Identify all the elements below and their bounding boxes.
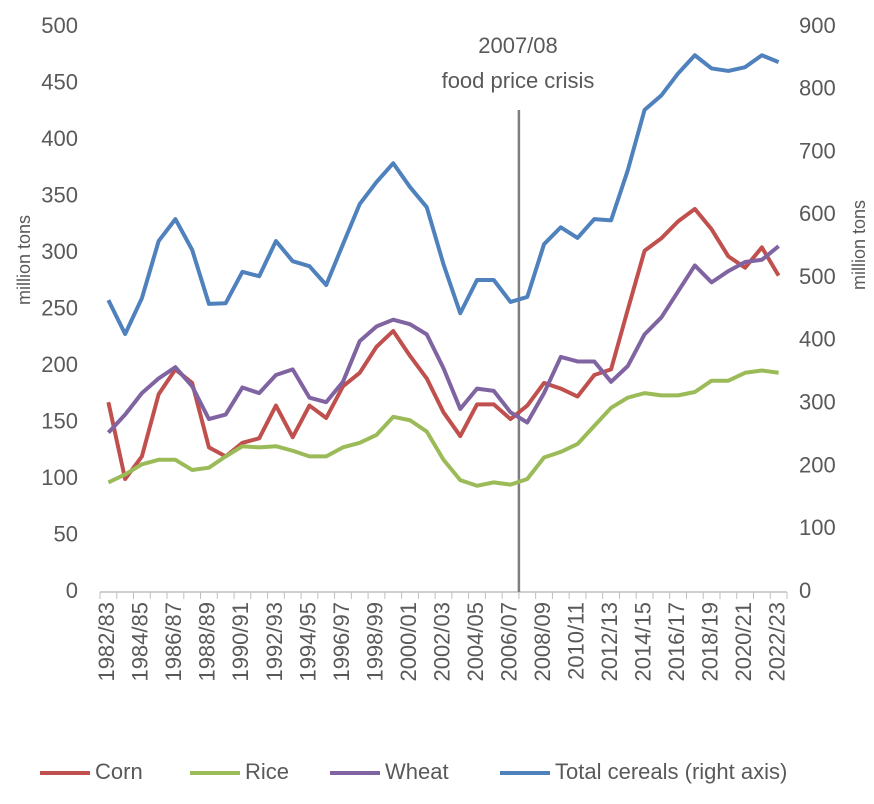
x-tick-label: 2016/17 xyxy=(664,602,689,682)
x-tick-label: 2004/05 xyxy=(463,602,488,682)
y-axis-label: million tons xyxy=(14,215,34,305)
x-tick-label: 1984/85 xyxy=(128,602,153,682)
x-tick-label: 1992/93 xyxy=(262,602,287,682)
y-tick-label: 350 xyxy=(41,182,78,207)
x-tick-label: 2000/01 xyxy=(396,602,421,682)
x-tick-label: 2002/03 xyxy=(429,602,454,682)
y-tick-label: 250 xyxy=(41,295,78,320)
y2-tick-label: 700 xyxy=(799,138,836,163)
y-tick-label: 200 xyxy=(41,352,78,377)
x-tick-label: 2018/19 xyxy=(697,602,722,682)
x-tick-label: 2012/13 xyxy=(597,602,622,682)
annotation: 2007/08 xyxy=(478,33,558,58)
series-line xyxy=(107,368,779,488)
x-tick-label: 1996/97 xyxy=(329,602,354,682)
x-tick-label: 2014/15 xyxy=(630,602,655,682)
x-tick-label: 2010/11 xyxy=(563,602,588,680)
series-line xyxy=(106,53,780,336)
legend-label: Wheat xyxy=(385,759,449,784)
y-tick-label: 0 xyxy=(66,578,78,603)
y2-tick-label: 100 xyxy=(799,515,836,540)
y-tick-label: 450 xyxy=(41,69,78,94)
y2-axis-label: million tons xyxy=(849,200,869,290)
y2-tick-label: 400 xyxy=(799,327,836,352)
y2-tick-label: 900 xyxy=(799,13,836,38)
y-tick-label: 400 xyxy=(41,126,78,151)
x-tick-label: 1988/89 xyxy=(195,602,220,682)
y2-tick-label: 300 xyxy=(799,389,836,414)
y-tick-label: 150 xyxy=(41,408,78,433)
x-tick-label: 1986/87 xyxy=(161,602,186,682)
series-line xyxy=(106,206,781,481)
x-tick-label: 1982/83 xyxy=(94,602,119,682)
y2-tick-label: 0 xyxy=(799,578,811,603)
x-tick-label: 1994/95 xyxy=(295,602,320,682)
y-tick-label: 50 xyxy=(54,521,78,546)
x-tick-label: 2008/09 xyxy=(530,602,555,682)
legend-label: Total cereals (right axis) xyxy=(555,759,787,784)
series-line xyxy=(106,244,780,435)
x-tick-label: 2020/21 xyxy=(731,602,756,682)
y-tick-label: 100 xyxy=(41,465,78,490)
annotation: food price crisis xyxy=(442,68,595,93)
y-tick-label: 500 xyxy=(41,13,78,38)
legend-label: Rice xyxy=(245,759,289,784)
x-tick-label: 2022/23 xyxy=(764,602,789,682)
y-tick-label: 300 xyxy=(41,239,78,264)
y2-tick-label: 600 xyxy=(799,201,836,226)
legend-label: Corn xyxy=(95,759,143,784)
y2-tick-label: 500 xyxy=(799,264,836,289)
x-tick-label: 1998/99 xyxy=(362,602,387,682)
x-tick-label: 1990/91 xyxy=(228,602,253,682)
x-tick-label: 2006/07 xyxy=(496,602,521,682)
y2-tick-label: 800 xyxy=(799,76,836,101)
y2-tick-label: 200 xyxy=(799,452,836,477)
